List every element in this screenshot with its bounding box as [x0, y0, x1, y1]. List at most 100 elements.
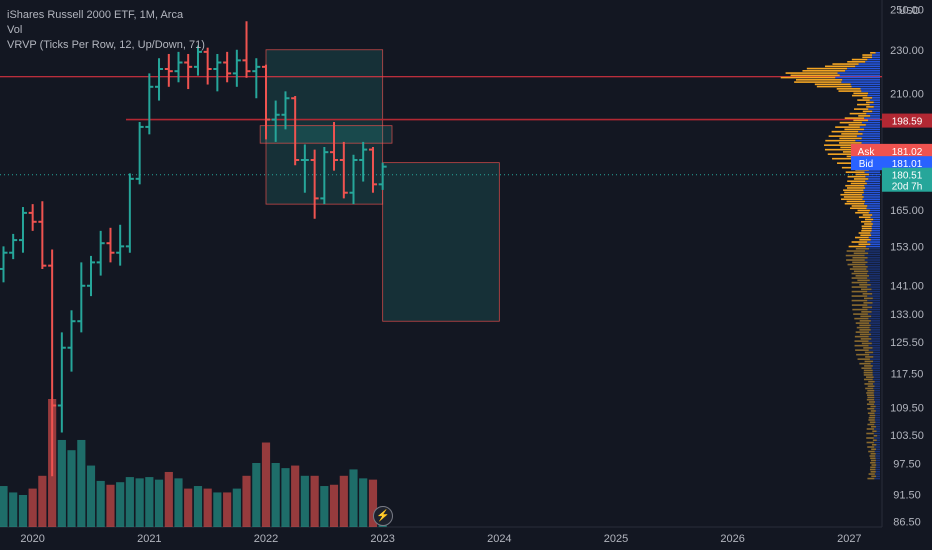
ohlc-bar: [38, 201, 47, 269]
ohlc-bar: [164, 53, 173, 87]
ohlc-bar: [339, 141, 348, 199]
volume-bar: [116, 482, 125, 527]
vp-row-up: [841, 198, 863, 201]
volume-bar: [28, 488, 37, 527]
vp-row-down: [877, 434, 880, 437]
vp-row-up: [780, 76, 836, 79]
vp-row-down: [874, 423, 880, 426]
vp-row-up: [861, 229, 872, 232]
price-tag-ask: Ask 181.02: [851, 143, 932, 158]
tag-value-box: [882, 167, 932, 192]
currency-label[interactable]: USD: [898, 6, 920, 17]
vp-row-up: [863, 369, 873, 372]
vp-row-up: [865, 387, 874, 390]
vp-row-up: [859, 238, 871, 241]
vp-row-down: [865, 180, 880, 182]
vp-row-up: [855, 349, 869, 351]
ohlc-bar: [349, 154, 358, 205]
tag-label-text: Bid: [859, 159, 873, 170]
vp-row-up: [870, 452, 876, 455]
legend-vol[interactable]: Vol: [7, 24, 23, 36]
legend-vrvp[interactable]: VRVP (Ticks Per Row, 12, Up/Down, 71): [7, 39, 205, 51]
vp-row-up: [852, 256, 868, 259]
vp-row-down: [873, 437, 880, 439]
vp-row-up: [839, 137, 862, 140]
vp-row-down: [868, 252, 880, 255]
vp-row-down: [867, 94, 880, 97]
vp-row-down: [875, 421, 880, 424]
vp-row-down: [867, 308, 880, 311]
vp-row-down: [872, 369, 880, 372]
vp-row-down: [870, 324, 880, 327]
ohlc-bar: [359, 141, 368, 182]
vp-row-up: [869, 468, 876, 471]
vp-row-down: [861, 121, 880, 124]
price-label: 250.00: [890, 5, 924, 17]
vp-row-up: [851, 58, 868, 61]
vp-row-up: [871, 425, 876, 428]
vp-row-up: [863, 297, 873, 300]
volume-bar: [57, 439, 66, 527]
vp-row-up: [852, 261, 868, 264]
vp-row-up: [846, 200, 865, 203]
ohlc-bar: [67, 310, 76, 372]
vp-row-down: [870, 115, 880, 117]
vp-row-down: [861, 90, 880, 92]
vp-row-down: [868, 92, 880, 95]
ohlc-bar: [368, 147, 377, 193]
vp-row-down: [872, 365, 880, 367]
time-label: 2020: [20, 533, 44, 545]
vp-row-down: [863, 196, 880, 198]
vp-row-down: [862, 193, 880, 196]
vp-row-down: [868, 349, 880, 351]
time-label: 2026: [720, 533, 744, 545]
vp-row-down: [868, 335, 880, 338]
vp-row-up: [871, 443, 877, 446]
vp-row-up: [847, 263, 866, 266]
vp-row-up: [869, 421, 876, 424]
ohlc-bar: [252, 58, 261, 99]
ohlc-bar: [135, 122, 144, 185]
vp-row-down: [876, 464, 880, 466]
vp-row-down: [873, 356, 880, 358]
lightning-icon[interactable]: ⚡: [373, 506, 393, 526]
tag-value-text: 198.59: [892, 117, 923, 128]
vp-row-down: [874, 396, 880, 399]
price-label: 86.50: [893, 516, 921, 528]
volume-bar: [281, 468, 290, 527]
vp-row-down: [864, 250, 880, 252]
vp-row-up: [854, 317, 869, 320]
vp-row-down: [872, 97, 880, 99]
horizontal-lines: [0, 76, 882, 176]
vp-row-down: [873, 432, 880, 435]
vp-row-up: [851, 277, 868, 279]
volume-profile: [780, 52, 880, 480]
vp-row-up: [867, 407, 875, 410]
vp-row-up: [860, 338, 872, 340]
vp-row-up: [868, 401, 876, 403]
vp-row-up: [862, 97, 873, 99]
vp-row-down: [874, 407, 880, 410]
price-label: 165.00: [890, 205, 924, 217]
vp-row-up: [855, 331, 870, 333]
ohlc-bar: [310, 149, 319, 219]
vp-row-down: [870, 284, 880, 286]
legend-title[interactable]: iShares Russell 2000 ETF, 1M, Arca: [7, 9, 184, 21]
vp-row-down: [850, 83, 880, 86]
volume-bar: [174, 478, 183, 527]
time-label: 2024: [487, 533, 511, 545]
vp-row-up: [870, 52, 876, 54]
vp-row-up: [858, 216, 871, 219]
vp-row-down: [864, 200, 880, 203]
price-tag-bid: Bid 181.01: [851, 156, 932, 171]
time-label: 2022: [254, 533, 278, 545]
volume-bar: [203, 488, 212, 527]
vp-row-up: [866, 376, 874, 378]
vp-row-down: [858, 130, 880, 133]
vp-row-up: [868, 473, 875, 475]
ohlc-bar: [203, 47, 212, 85]
vp-row-up: [846, 250, 865, 252]
vp-row-down: [867, 299, 880, 302]
